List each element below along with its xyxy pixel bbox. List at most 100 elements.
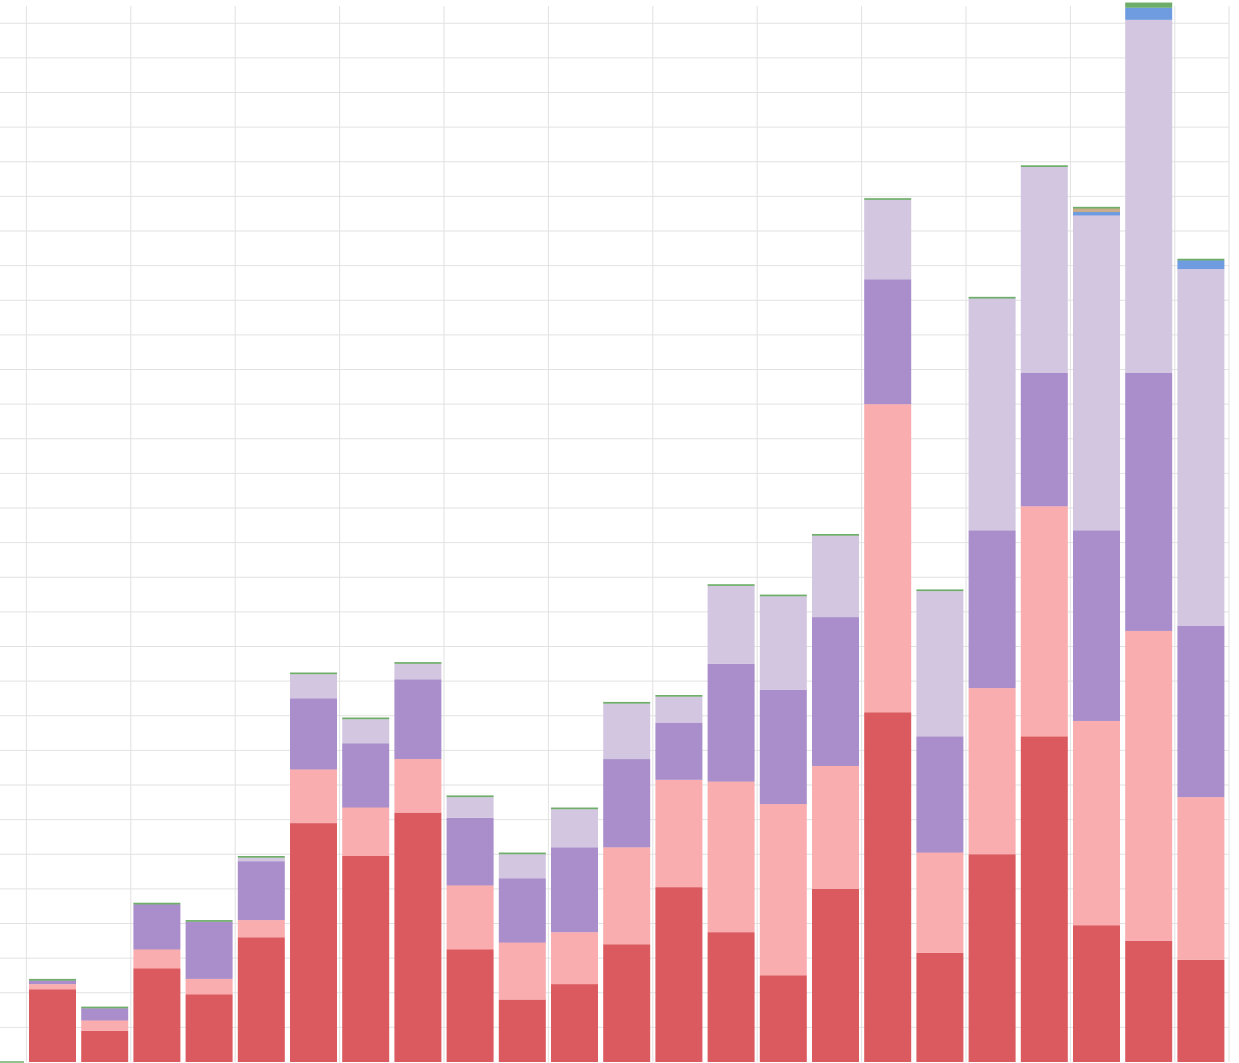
bar-segment-13-series-4 [655,696,703,723]
bar-segment-13-series-1 [655,887,703,1062]
bar-segment-7-series-1 [342,855,390,1062]
bar-segment-11-series-7 [551,807,598,810]
bar-segment-4-series-3 [185,921,233,979]
bar-segment-9-series-3 [446,817,494,886]
bar-segment-9-series-1 [446,949,494,1062]
bar-segment-2-series-1 [81,1030,129,1062]
bar-segment-23-series-1 [1177,959,1225,1062]
bar-segment-14-series-2 [707,781,755,933]
bar-segment-11-series-4 [551,809,598,848]
bar-segment-11-series-3 [551,847,598,933]
bar-segment-4-series-7 [185,920,233,922]
bar-segment-22-series-4 [1125,19,1173,374]
bar-segment-16-series-3 [812,617,859,766]
bar-segment-23-series-3 [1177,625,1225,798]
bar-segment-7-series-2 [342,807,390,856]
bar-segment-16-series-2 [812,765,859,889]
bar-segment-5-series-1 [237,937,285,1062]
bar-segment-14-series-7 [707,584,755,586]
bar-segment-7-series-7 [342,717,390,720]
bar-segment-3-series-1 [133,968,181,1062]
bar-segment-18-series-3 [916,736,964,853]
bar-segment-6-series-7 [290,672,337,675]
bar-segment-1-series-1 [29,989,76,1062]
bar-segment-1-series-7 [29,978,76,981]
bar-segment-19-series-4 [968,298,1016,531]
bar-segment-22-series-5 [1125,7,1173,20]
bar-segment-8-series-1 [394,812,442,1062]
bar-segment-14-series-4 [707,585,755,664]
bar-segment-2-series-7 [81,1006,129,1009]
bar-segment-6-series-4 [290,674,337,699]
bar-segment-22-series-7 [1125,2,1173,8]
bar-segment-6-series-3 [290,698,337,770]
bar-segment-17-series-7 [864,198,912,200]
bar-segment-14-series-3 [707,663,755,782]
bar-segment-5-series-2 [237,920,285,938]
bar-segment-16-series-1 [812,888,859,1062]
bar-segment-12-series-1 [603,944,651,1062]
bar-segment-8-series-7 [394,662,442,664]
bar-segment-18-series-2 [916,852,964,953]
bar-segment-12-series-7 [603,701,651,704]
bar-segment-4-series-1 [185,994,233,1062]
bar-segment-22-series-3 [1125,373,1173,631]
bar-segment-19-series-2 [968,688,1016,855]
bar-segment-10-series-2 [498,942,546,1000]
bar-segment-9-series-2 [446,885,494,950]
bar-segment-17-series-1 [864,712,912,1062]
bar-segment-15-series-3 [759,689,807,805]
bar-segment-8-series-2 [394,759,442,813]
bar-segment-11-series-2 [551,932,598,985]
bar-segment-5-series-4 [237,857,285,862]
bar-segment-21-series-2 [1073,720,1120,926]
bar-segment-21-series-1 [1073,925,1120,1062]
bar-segment-15-series-2 [759,804,807,976]
bar-segment-11-series-1 [551,984,598,1062]
bar-segment-8-series-4 [394,663,442,680]
bar-segment-7-series-3 [342,743,390,808]
bar-segment-21-series-4 [1073,215,1120,531]
bar-segment-2-series-3 [81,1008,129,1021]
bar-segment-1-series-3 [29,980,76,985]
bar-segment-13-series-2 [655,779,703,888]
bar-segment-15-series-1 [759,975,807,1062]
bar-segment-21-series-6 [1073,208,1120,213]
bar-segment-10-series-7 [498,852,546,855]
bar-segment-9-series-7 [446,795,494,798]
bar-segment-13-series-3 [655,722,703,780]
bar-segment-12-series-3 [603,759,651,848]
bar-segment-6-series-1 [290,823,337,1062]
bar-segment-10-series-4 [498,854,546,879]
bar-segment-17-series-3 [864,279,912,405]
bar-segment-22-series-2 [1125,630,1173,941]
bar-segment-23-series-7 [1177,258,1225,261]
bar-segment-23-series-4 [1177,269,1225,626]
bar-segment-18-series-1 [916,952,964,1062]
bar-segment-10-series-3 [498,878,546,943]
bar-segment-6-series-2 [290,769,337,824]
bar-segment-20-series-4 [1020,166,1068,374]
bar-segment-17-series-2 [864,404,912,713]
bar-segment-15-series-7 [759,594,807,597]
bar-segment-2-series-2 [81,1020,129,1031]
bar-segment-9-series-4 [446,797,494,818]
bar-segment-21-series-7 [1073,206,1120,209]
bar-segment-20-series-3 [1020,373,1068,507]
bar-segment-16-series-4 [812,535,859,618]
bar-segment-21-series-5 [1073,212,1120,216]
bar-segment-23-series-2 [1177,797,1225,960]
bar-segment-4-series-2 [185,978,233,995]
bar-segment-18-series-4 [916,591,964,737]
bar-segment-20-series-7 [1020,165,1068,167]
bar-segment-21-series-3 [1073,530,1120,721]
bar-segment-20-series-2 [1020,506,1068,737]
bar-segment-19-series-1 [968,854,1016,1062]
bar-segment-3-series-7 [133,902,181,905]
bar-segment-3-series-2 [133,949,181,969]
bar-segment-7-series-4 [342,719,390,744]
bar-segment-8-series-3 [394,679,442,760]
bar-segment-19-series-3 [968,530,1016,689]
bar-segment-19-series-7 [968,296,1016,299]
